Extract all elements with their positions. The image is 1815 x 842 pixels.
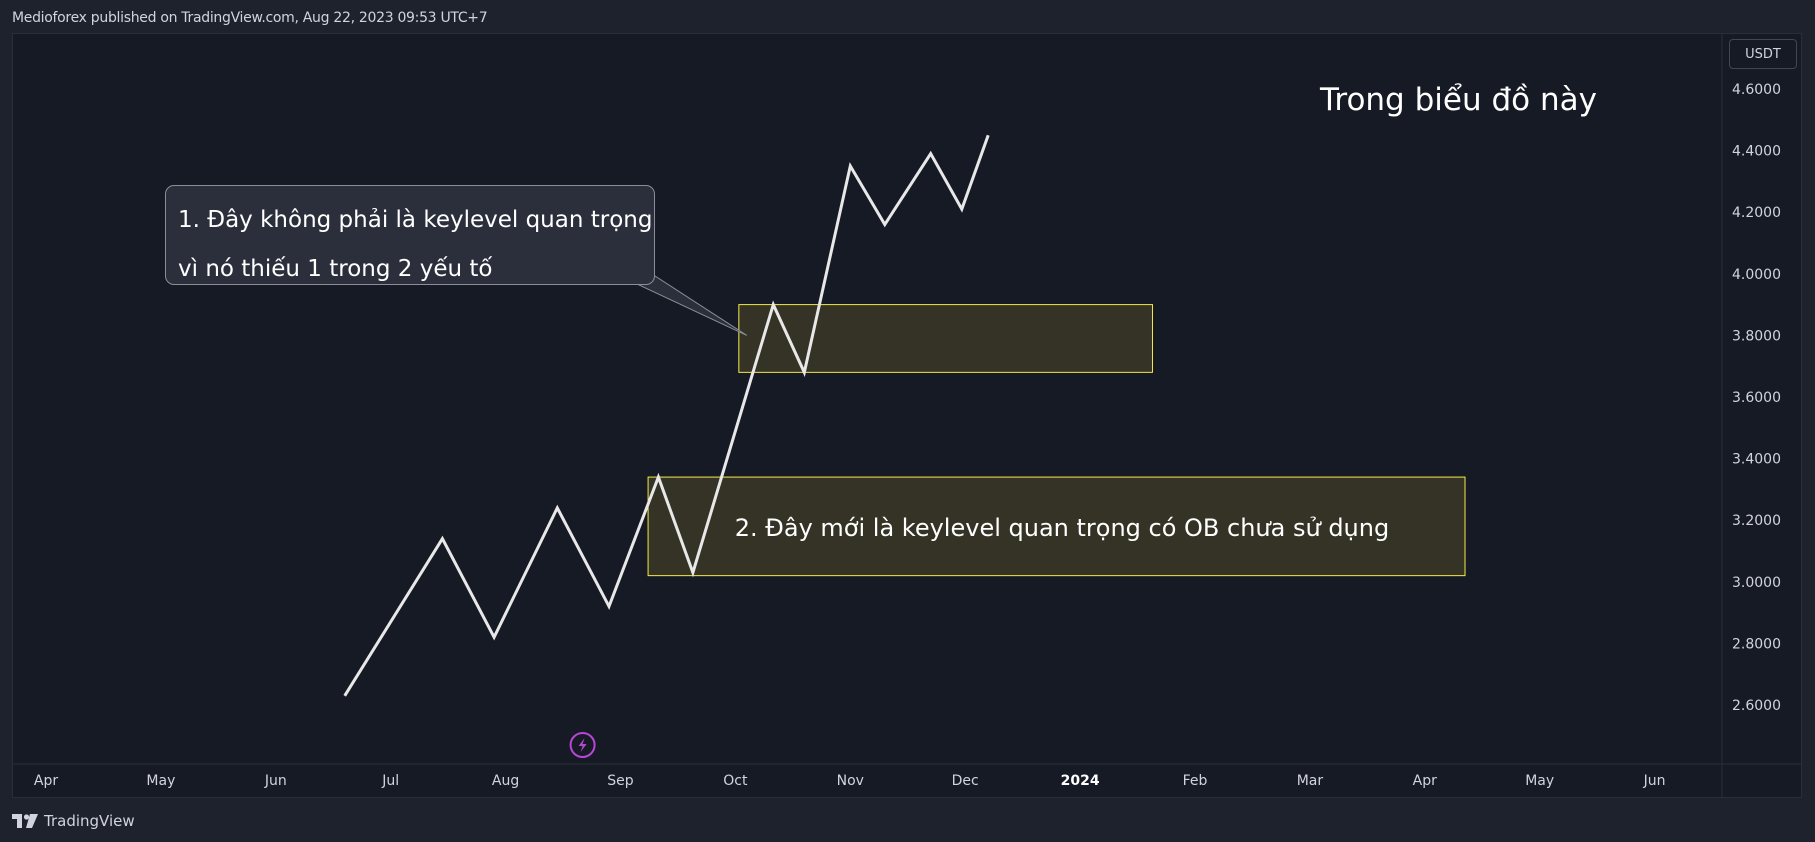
y-tick-label: 3.2000: [1732, 513, 1781, 529]
y-tick-label: 3.8000: [1732, 328, 1781, 344]
x-tick-label: Sep: [607, 773, 634, 789]
zone-2-label: 2. Đây mới là keylevel quan trọng có OB …: [734, 513, 1390, 542]
y-tick-label: 4.4000: [1732, 144, 1781, 160]
y-tick-label: 2.6000: [1732, 698, 1781, 714]
y-tick-label: 3.4000: [1732, 452, 1781, 468]
y-tick-label: 3.6000: [1732, 390, 1781, 406]
chart-note-title: Trong biểu đồ này: [1320, 82, 1597, 118]
x-tick-label: Dec: [952, 773, 979, 789]
callout-note-1: 1. Đây không phải là keylevel quan trọng…: [165, 185, 655, 285]
y-tick-label: 2.8000: [1732, 636, 1781, 652]
callout-line-1: 1. Đây không phải là keylevel quan trọng: [178, 207, 653, 233]
x-tick-label: Apr: [1413, 773, 1437, 789]
keylevel-zone-2[interactable]: [647, 476, 1466, 577]
x-tick-label: Feb: [1183, 773, 1208, 789]
lightning-icon[interactable]: [569, 732, 596, 758]
y-tick-label: 4.6000: [1732, 82, 1781, 98]
x-tick-label: Oct: [723, 773, 748, 789]
x-tick-label: Jun: [264, 773, 287, 789]
footer-brand-text: TradingView: [44, 812, 135, 830]
chart-frame[interactable]: [12, 33, 1802, 798]
y-tick-label: 3.0000: [1732, 575, 1781, 591]
x-tick-label: Jul: [381, 773, 399, 789]
callout-line-2: vì nó thiếu 1 trong 2 yếu tố: [178, 256, 493, 282]
x-tick-label: Aug: [492, 773, 519, 789]
x-tick-label: Apr: [34, 773, 58, 789]
x-tick-label: May: [146, 773, 175, 789]
currency-badge[interactable]: USDT: [1729, 39, 1797, 69]
price-line[interactable]: [343, 134, 990, 697]
x-tick-label: 2024: [1061, 773, 1100, 789]
tradingview-logo-icon: [12, 814, 38, 828]
x-tick-label: May: [1525, 773, 1554, 789]
x-tick-label: Mar: [1297, 773, 1324, 789]
y-tick-label: 4.2000: [1732, 205, 1781, 221]
publish-info: Medioforex published on TradingView.com,…: [12, 10, 488, 26]
x-tick-label: Nov: [837, 773, 864, 789]
y-tick-label: 4.0000: [1732, 267, 1781, 283]
footer-brand[interactable]: TradingView: [12, 812, 135, 830]
x-tick-label: Jun: [1643, 773, 1666, 789]
